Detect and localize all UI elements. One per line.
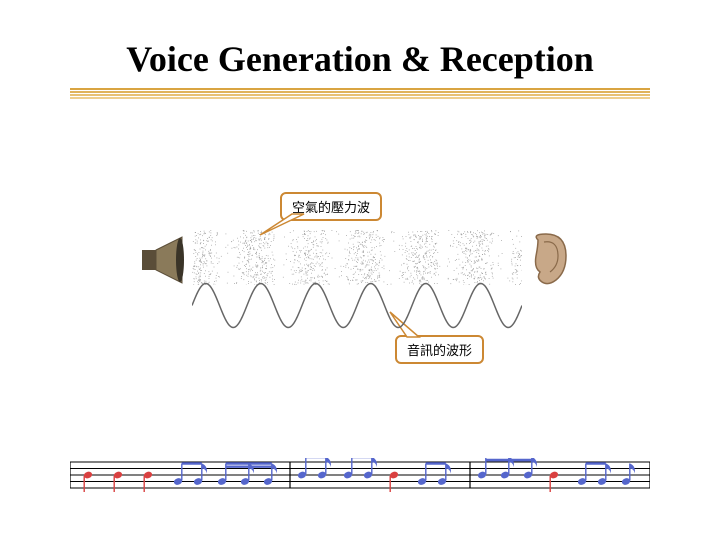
callout-waveform: 音訊的波形 (395, 335, 484, 364)
sine-wave (192, 278, 522, 333)
page-title: Voice Generation & Reception (0, 38, 720, 80)
speaker-icon (140, 235, 190, 285)
callout-waveform-label: 音訊的波形 (407, 343, 472, 358)
callout-pressure-wave: 空氣的壓力波 (280, 192, 382, 221)
sound-diagram (140, 230, 570, 330)
title-underline (70, 88, 650, 100)
pressure-wave-field (192, 230, 522, 285)
music-staff (70, 458, 650, 492)
ear-icon (528, 232, 570, 287)
callout-pressure-wave-label: 空氣的壓力波 (292, 200, 370, 215)
